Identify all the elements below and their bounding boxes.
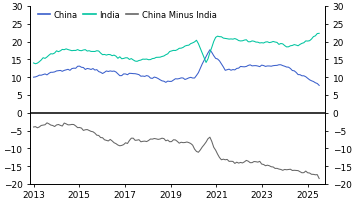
Line: India: India — [33, 34, 319, 64]
China — [181, 77, 185, 80]
China Minus India — [231, 160, 235, 163]
China Minus India — [269, 166, 273, 168]
India — [33, 63, 38, 66]
Legend: China, India, China Minus India: China, India, China Minus India — [34, 7, 220, 23]
China Minus India — [31, 126, 36, 129]
China Minus India — [45, 122, 49, 124]
Line: China: China — [33, 50, 319, 86]
China Minus India — [146, 140, 151, 142]
China — [144, 75, 149, 77]
India — [31, 62, 36, 65]
China Minus India — [194, 150, 198, 153]
China — [269, 66, 273, 68]
China — [125, 74, 130, 77]
China — [317, 85, 321, 87]
India — [183, 46, 187, 48]
China — [231, 69, 235, 72]
China — [208, 49, 212, 52]
India — [317, 33, 321, 35]
India — [194, 40, 198, 42]
China Minus India — [127, 140, 131, 142]
China Minus India — [317, 177, 321, 180]
China — [31, 77, 36, 79]
India — [127, 59, 131, 61]
India — [146, 59, 151, 62]
Line: China Minus India: China Minus India — [33, 123, 319, 179]
India — [269, 42, 273, 44]
China Minus India — [183, 142, 187, 144]
India — [231, 39, 235, 41]
China — [192, 77, 197, 80]
